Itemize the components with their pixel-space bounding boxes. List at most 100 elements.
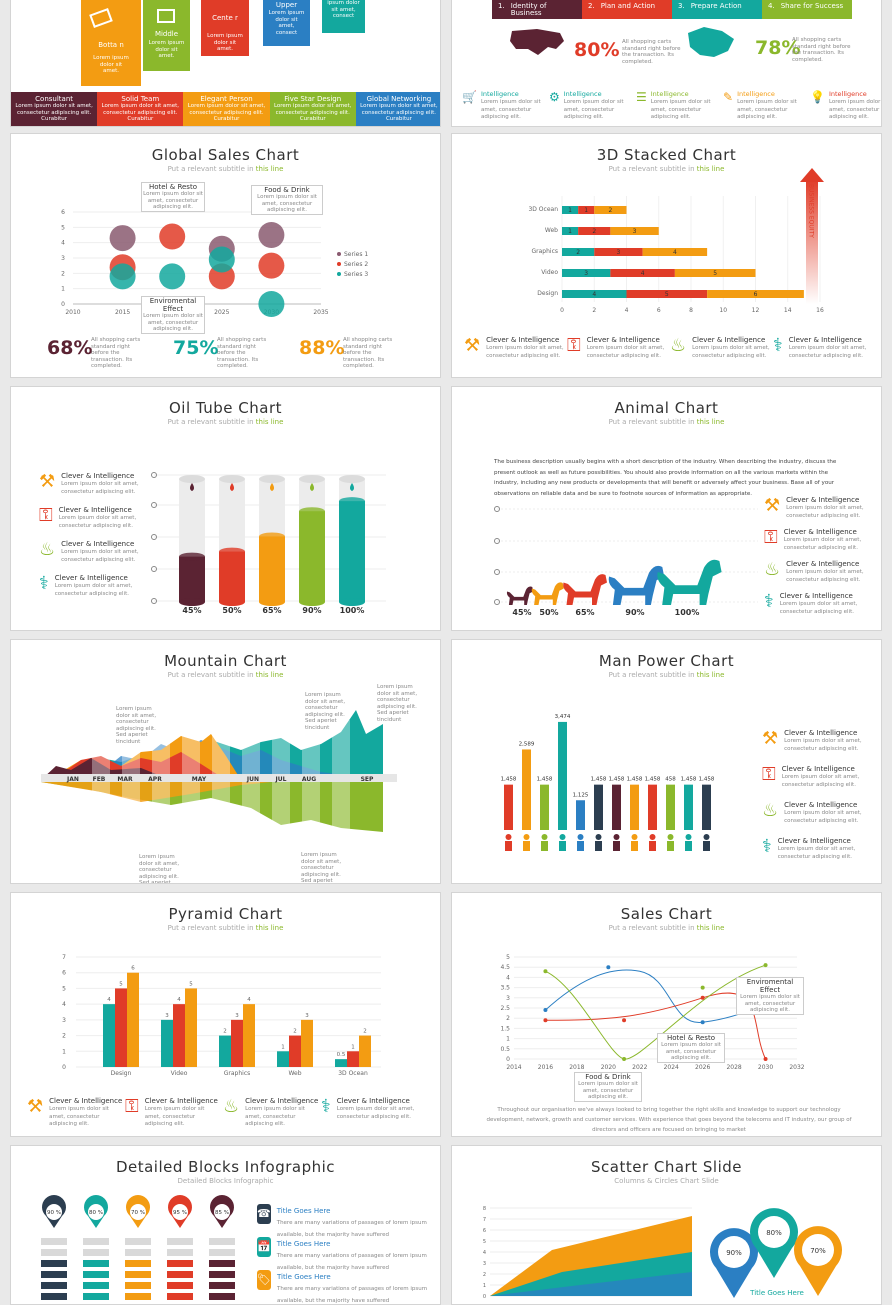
x-tick: 2018 <box>569 1064 584 1071</box>
feature-icon: ⚕ <box>764 591 774 612</box>
animal-label: 50% <box>539 608 558 617</box>
line-point <box>622 1018 627 1023</box>
info-item-0: ☎ Title Goes Here There are many variation… <box>257 1204 437 1238</box>
bar-value: 0.5 <box>337 1052 346 1058</box>
band-4: Global Networking Lorem ipsum dolor sit a… <box>355 92 440 126</box>
slide-pyramid[interactable]: Pyramid Chart Put a relevant subtitle in… <box>10 892 441 1137</box>
step-bar: 1. Identity of Business 2. Plan and Action 3… <box>492 0 852 19</box>
person-head-icon <box>505 834 512 840</box>
pin-caption: Title Goes Here <box>750 1289 804 1297</box>
bar-value: 2 <box>608 207 612 214</box>
y-tick: 2 <box>61 270 65 277</box>
feature-title: Clever & Intelligence <box>781 765 855 773</box>
slide-3d-stacked[interactable]: 3D Stacked Chart Put a relevant subtitle… <box>451 133 882 378</box>
y-tick: 0.5 <box>500 1046 510 1053</box>
slide-animal[interactable]: Animal Chart Put a relevant subtitle in … <box>451 386 882 631</box>
person-body-icon <box>613 841 620 851</box>
slide-detailed-blocks[interactable]: Detailed Blocks Infographic Detailed Blo… <box>10 1145 441 1305</box>
x-tick: 8 <box>689 307 693 314</box>
bar-segment <box>594 206 627 214</box>
scatter-point <box>159 223 186 250</box>
month-label: FEB <box>93 776 106 783</box>
scatter-point <box>159 263 186 290</box>
x-tick: 2016 <box>538 1064 553 1071</box>
line-point <box>763 1057 768 1061</box>
grouped-bar-chart: 0 1 2 3 4 5 6 7 4 5 6 Design 3 4 5 Video 2 3 4 Graphics 1 2 3 W… <box>62 954 381 1077</box>
block-row <box>41 1260 67 1267</box>
note-4: Lorem ipsum dolor sit amet, consectetur … <box>139 854 180 884</box>
step-label: Prepare Action <box>690 2 742 10</box>
page-title: Animal Chart <box>614 399 719 417</box>
item-list: ☎ Title Goes Here There are many variation… <box>257 1204 437 1304</box>
feature-title: Clever & Intelligence <box>777 837 851 845</box>
y-tick: 5 <box>506 954 510 961</box>
feature-0: ⚒ Clever & Intelligence Lorem ipsum dolor … <box>39 473 159 495</box>
bar <box>127 972 139 1067</box>
legend-label: Series 3 <box>344 271 368 278</box>
page-title: Mountain Chart <box>164 652 287 670</box>
feature-title: Clever & Intelligence <box>788 336 862 344</box>
bar <box>289 1035 301 1067</box>
feature-text: Lorem ipsum dolor sit amet, consectetur … <box>61 549 139 563</box>
slide-timeline[interactable]: Botta n Lorem ipsum dolor sit amet. Midd… <box>10 0 441 127</box>
y-tick: 2 <box>62 1033 66 1040</box>
slide-man-power[interactable]: Man Power Chart Put a relevant subtitle … <box>451 639 882 884</box>
tube-fill <box>219 551 245 602</box>
month-label: JAN <box>66 776 79 783</box>
pin-center <box>88 1204 104 1220</box>
footer-text: Throughout our organisation we've always… <box>486 1107 852 1133</box>
month-label: MAY <box>192 776 207 783</box>
tube-cap <box>179 475 205 483</box>
x-tick: 2010 <box>65 309 80 316</box>
slide-oil-tube[interactable]: Oil Tube Chart Put a relevant subtitle i… <box>10 386 441 631</box>
person-head-icon <box>685 834 692 840</box>
feature-icon: ⚙ <box>549 90 560 104</box>
feature-text: Lorem ipsum dolor sit amet, consectetur … <box>54 583 133 597</box>
block-row <box>125 1260 151 1267</box>
y-tick: 6 <box>483 1228 486 1234</box>
y-tick: 6 <box>62 970 66 977</box>
month-label: JUN <box>246 776 259 783</box>
feature-0: 🛒 Intelligence Lorem ipsum dolor sit amet,… <box>462 91 548 121</box>
pin-center <box>758 1216 790 1248</box>
feature-icon: ⚒ <box>27 1096 44 1117</box>
item-icon: ☎ <box>257 1204 271 1224</box>
person-body-icon <box>523 841 530 851</box>
bar <box>335 1059 347 1067</box>
block-center: Cente r Lorem ipsum dolor sit amet. <box>201 0 249 56</box>
slide-sales[interactable]: Sales Chart Put a relevant subtitle in t… <box>451 892 882 1137</box>
animal-label: 90% <box>625 608 644 617</box>
legend-swatch <box>337 272 341 276</box>
slide-scatter[interactable]: Scatter Chart Slide Columns & Circles Ch… <box>451 1145 882 1305</box>
line-point <box>763 963 768 968</box>
feature-text: Lorem ipsum dolor sit amet, consectetur … <box>61 481 139 495</box>
block-row <box>41 1271 67 1278</box>
item-title: Title Goes Here <box>276 1273 331 1281</box>
drop-icon <box>270 483 274 491</box>
x-tick: 4 <box>625 307 629 314</box>
feature-icon: ⚕ <box>762 836 772 857</box>
step-num: 4. <box>768 2 775 10</box>
person-head-icon <box>523 834 530 840</box>
feature-title: Clever & Intelligence <box>61 472 135 480</box>
feature-icon: ♨ <box>670 335 687 356</box>
bar-value: 1,458 <box>627 777 643 783</box>
slide-map-steps[interactable]: 1. Identity of Business 2. Plan and Action 3… <box>451 0 882 127</box>
bar <box>522 749 531 830</box>
bar-segment <box>707 290 804 298</box>
y-tick: 3 <box>506 995 510 1002</box>
category-label: Web <box>288 1070 301 1077</box>
feature-icon: ✎ <box>723 90 734 104</box>
feature-text: Lorem ipsum dolor sit amet, consectetur … <box>781 774 860 788</box>
person-body-icon <box>649 841 656 851</box>
tube-fill-top <box>299 507 325 516</box>
subtitle: Put a relevant subtitle in this line <box>608 418 725 426</box>
line-point <box>543 1018 548 1023</box>
slide-mountain[interactable]: Mountain Chart Put a relevant subtitle i… <box>10 639 441 884</box>
slide-global-sales[interactable]: Global Sales Chart Put a relevant subtit… <box>10 133 441 378</box>
band-text: Lorem ipsum dolor sit amet, consectetur … <box>15 103 93 122</box>
block-row <box>83 1293 109 1300</box>
category-label: Video <box>541 269 558 276</box>
animal-label: 100% <box>675 608 700 617</box>
